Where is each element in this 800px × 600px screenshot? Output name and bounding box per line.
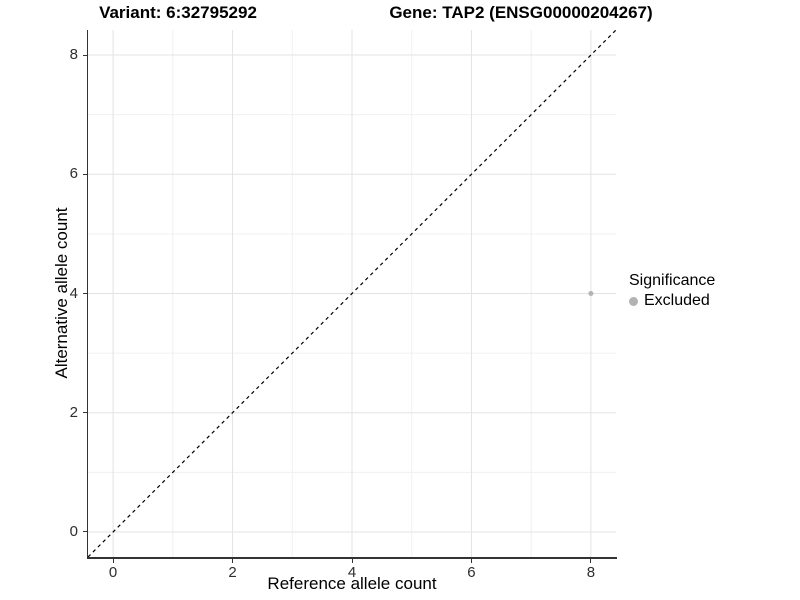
x-tick-label: 2 xyxy=(228,564,237,581)
legend-title: Significance xyxy=(629,272,716,289)
y-tick-mark xyxy=(82,293,87,294)
x-tick-mark xyxy=(112,558,114,563)
y-tick-mark xyxy=(82,173,87,175)
y-axis-line xyxy=(86,30,88,559)
x-axis-line xyxy=(86,557,617,559)
x-tick-label: 8 xyxy=(586,564,596,581)
y-tick-label: 6 xyxy=(69,165,78,183)
legend-item-excluded: Excluded xyxy=(629,292,715,310)
plot-title-variant: Variant: 6:32795292 xyxy=(99,3,257,22)
x-tick-label: 0 xyxy=(108,564,118,581)
y-tick-mark xyxy=(82,531,87,533)
x-tick-label: 6 xyxy=(467,564,476,581)
x-axis-title: Reference allele count xyxy=(267,574,437,593)
y-tick-mark xyxy=(82,412,87,414)
data-point xyxy=(588,291,594,296)
y-tick-label: 2 xyxy=(69,403,78,421)
plot-title-gene: Gene: TAP2 (ENSG00000204267) xyxy=(389,3,653,22)
y-tick-label: 4 xyxy=(69,284,78,302)
identity-reference-line xyxy=(87,29,617,558)
plot-area-svg xyxy=(87,29,617,558)
legend: Significance Excluded xyxy=(629,272,715,310)
legend-key-dot-icon xyxy=(629,296,638,306)
plot-panel xyxy=(87,29,617,558)
legend-item-label: Excluded xyxy=(644,292,710,309)
x-tick-label: 4 xyxy=(347,564,357,581)
x-tick-mark xyxy=(590,558,592,563)
x-tick-mark xyxy=(232,558,234,563)
y-tick-label: 0 xyxy=(69,522,78,540)
x-tick-mark xyxy=(470,558,472,563)
y-tick-mark xyxy=(82,54,87,56)
y-tick-label: 8 xyxy=(69,46,78,64)
x-tick-mark xyxy=(351,558,353,563)
